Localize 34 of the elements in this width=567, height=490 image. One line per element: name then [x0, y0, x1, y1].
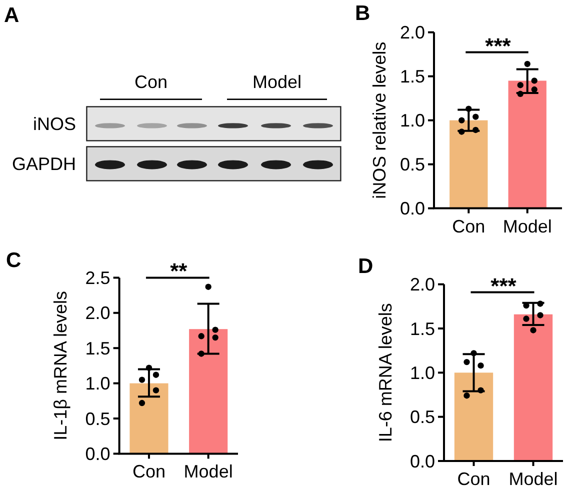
y-tick-label: 1.5 — [400, 66, 425, 87]
y-tick-label: 1.0 — [400, 110, 425, 131]
chart-title: D — [358, 255, 374, 278]
y-tick-label: 1.5 — [85, 338, 110, 358]
y-tick-label: 2.5 — [85, 268, 110, 288]
y-tick-label: 1.5 — [410, 318, 435, 339]
y-axis-title: IL-6 mRNA levels — [375, 303, 396, 442]
x-tick-label: Model — [184, 462, 233, 482]
chart-title: B — [355, 2, 370, 25]
y-tick-label: 1.0 — [410, 362, 435, 383]
x-tick-label: Con — [132, 462, 166, 482]
y-tick-label: 0.0 — [85, 444, 110, 464]
y-tick-label: 0.0 — [400, 198, 425, 219]
y-tick-label: 0.5 — [85, 408, 110, 429]
annotation: ** — [170, 258, 188, 284]
annotation: *** — [485, 33, 512, 58]
x-tick-label: Model — [508, 469, 558, 489]
x-tick-label: Con — [457, 469, 490, 489]
y-tick-label: 0.5 — [410, 407, 435, 428]
category-label: Con — [134, 72, 168, 92]
category-label: iNOS — [32, 114, 76, 134]
category-label: GAPDH — [12, 154, 76, 174]
text: A — [4, 4, 20, 27]
y-tick-label: 0.5 — [400, 154, 425, 175]
annotation: *** — [490, 273, 517, 298]
y-tick-label: 0.0 — [410, 451, 435, 472]
chart-title: C — [6, 249, 22, 272]
category-label: Model — [252, 72, 302, 92]
y-tick-label: 2.0 — [85, 303, 110, 324]
y-axis-title: iNOS relative levels — [369, 42, 390, 199]
y-tick-label: 1.0 — [85, 374, 110, 394]
y-tick-label: 2.0 — [400, 22, 425, 43]
y-axis-title: IL-1β mRNA levels — [50, 290, 71, 440]
y-tick-label: 2.0 — [410, 274, 435, 295]
